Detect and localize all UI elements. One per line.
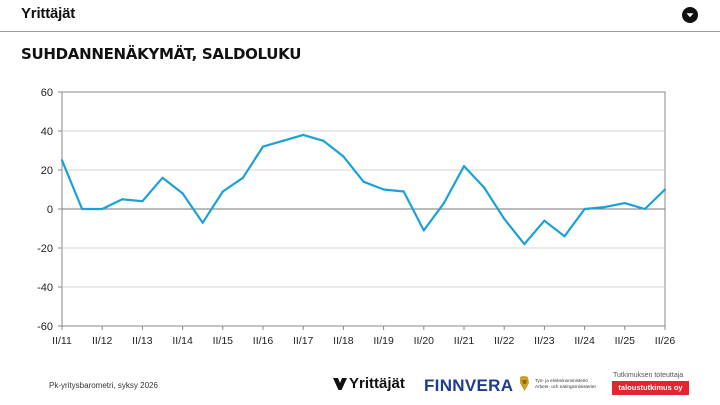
- data-point: [101, 207, 104, 211]
- y-tick-label: 40: [41, 126, 53, 138]
- data-point: [81, 207, 84, 211]
- x-tick-label: II/26: [655, 335, 676, 347]
- yrittajat-mark-icon: [333, 377, 347, 390]
- data-point: [442, 202, 445, 205]
- data-point: [282, 139, 285, 142]
- y-tick-label: -40: [37, 282, 53, 294]
- data-point: [161, 176, 164, 179]
- series-line: [60, 133, 666, 246]
- data-point: [241, 176, 244, 179]
- ministry-logo: Työ- ja elinkeinoministeriö Arbets- och …: [518, 375, 596, 392]
- data-point: [261, 145, 265, 148]
- y-tick-label: 20: [41, 165, 53, 177]
- x-tick-label: II/20: [414, 335, 435, 347]
- data-point: [563, 235, 566, 238]
- data-point: [322, 139, 325, 142]
- y-tick-label: 0: [47, 204, 53, 216]
- brand-logo[interactable]: Yrittäjät: [21, 5, 76, 22]
- x-tick-label: II/25: [615, 335, 636, 347]
- data-point: [583, 207, 586, 211]
- data-point: [221, 190, 224, 193]
- data-point: [523, 243, 526, 246]
- y-tick-label: 60: [41, 87, 53, 99]
- x-tick-label: II/21: [454, 335, 475, 347]
- x-tick-label: II/12: [92, 335, 113, 347]
- yrittajat-logo: Yrittäjät: [333, 375, 405, 392]
- x-tick-label: II/17: [293, 335, 314, 347]
- x-tick-label: II/14: [172, 335, 193, 347]
- x-tick-label: II/15: [213, 335, 234, 347]
- data-point: [543, 219, 546, 222]
- data-point: [643, 207, 647, 211]
- data-point: [422, 229, 425, 232]
- yrittajat-logo-text: Yrittäjät: [349, 375, 405, 392]
- data-point: [402, 190, 405, 193]
- x-tick-label: II/19: [373, 335, 394, 347]
- implementer-label: Tutkimuksen toteuttaja: [613, 372, 684, 379]
- data-point: [603, 205, 606, 209]
- data-point: [483, 186, 486, 189]
- x-tick-label: II/23: [534, 335, 555, 347]
- y-tick-label: -20: [37, 243, 53, 255]
- x-tick-label: II/18: [333, 335, 354, 347]
- data-point: [141, 200, 144, 203]
- page-title: SUHDANNENÄKYMÄT, SALDOLUKU: [21, 45, 302, 63]
- x-tick-label: II/22: [494, 335, 515, 347]
- data-point: [362, 180, 365, 183]
- data-point: [462, 165, 466, 168]
- x-tick-label: II/11: [52, 335, 72, 347]
- data-point: [60, 159, 64, 162]
- data-point: [382, 188, 385, 191]
- x-tick-label: II/16: [253, 335, 274, 347]
- x-tick-label: II/13: [132, 335, 153, 347]
- footer-note: Pk-yritysbarometri, syksy 2026: [49, 381, 158, 390]
- chevron-down-circle-icon[interactable]: [682, 7, 698, 23]
- data-point: [503, 217, 506, 220]
- data-point: [121, 198, 124, 201]
- data-point: [302, 133, 305, 136]
- ministry-name-fi: Työ- ja elinkeinoministeriö: [535, 377, 588, 383]
- lion-crest-icon: [520, 376, 529, 391]
- top-bar: Yrittäjät: [0, 0, 720, 32]
- finnvera-logo: FINNVERA: [424, 376, 514, 395]
- line-chart: 60 40 20 0 -20 -40 -60 II/11 II/12 II/13 II/14 II/1…: [37, 87, 676, 347]
- data-point: [201, 221, 204, 224]
- implementer-badge: taloustutkimus oy: [612, 381, 689, 395]
- data-point: [342, 155, 345, 158]
- data-point: [181, 192, 184, 195]
- data-point: [663, 188, 667, 191]
- y-tick-label: -60: [37, 321, 53, 333]
- x-tick-label: II/24: [574, 335, 595, 347]
- data-point: [623, 202, 626, 205]
- ministry-name-sv: Arbets- och näringsministeriet: [535, 383, 596, 389]
